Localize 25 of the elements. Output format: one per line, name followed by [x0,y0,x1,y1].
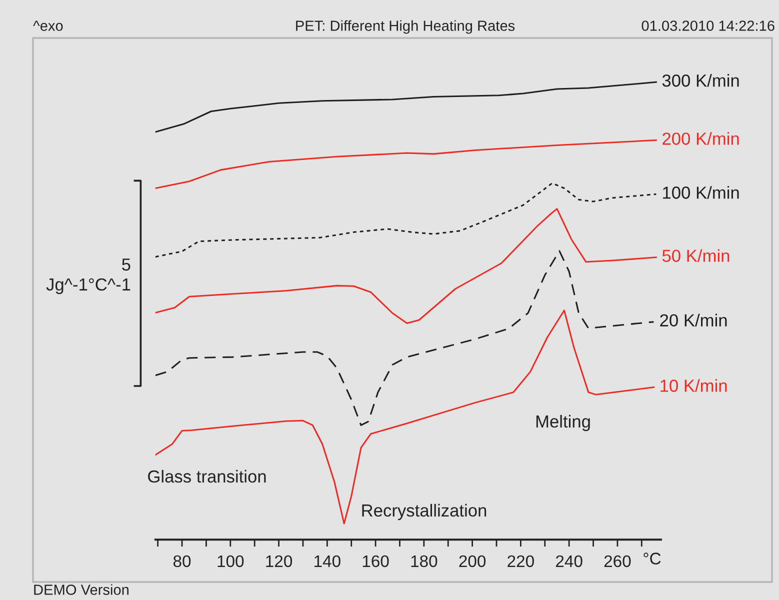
x-tick-label: 220 [508,555,534,568]
x-tick-label: 240 [556,555,582,568]
x-tick-label: 200 [459,555,486,568]
annotation: Glass transition [148,470,266,483]
x-tick-label: 100 [218,555,244,568]
chart-title: PET: Different High Heating Rates [296,20,515,34]
series-label: 50 K/min [662,249,730,262]
x-tick-label: 260 [604,555,631,568]
series-label: 100 K/min [663,186,739,199]
x-tick-label: 80 [173,555,191,568]
text: DEMO Version [34,584,128,595]
text: 01.03.2010 14:22:16 [642,20,774,31]
series-label: 10 K/min [660,379,727,392]
text: ^exo [33,20,63,31]
x-tick-label: 180 [411,555,438,568]
series-label: 300 K/min [662,74,739,87]
y-axis-title: 5 Jg^-1°C^-1 [46,258,130,294]
series-label: 20 K/min [660,314,727,326]
x-tick-label: 160 [362,555,389,568]
annotation: Recrystallization [362,504,486,520]
x-tick-label: 120 [266,555,292,568]
annotation: Melting [536,414,590,432]
series-label: 200 K/min [662,132,739,145]
x-axis-title: °C [644,552,661,564]
x-tick-label: 140 [314,555,340,568]
